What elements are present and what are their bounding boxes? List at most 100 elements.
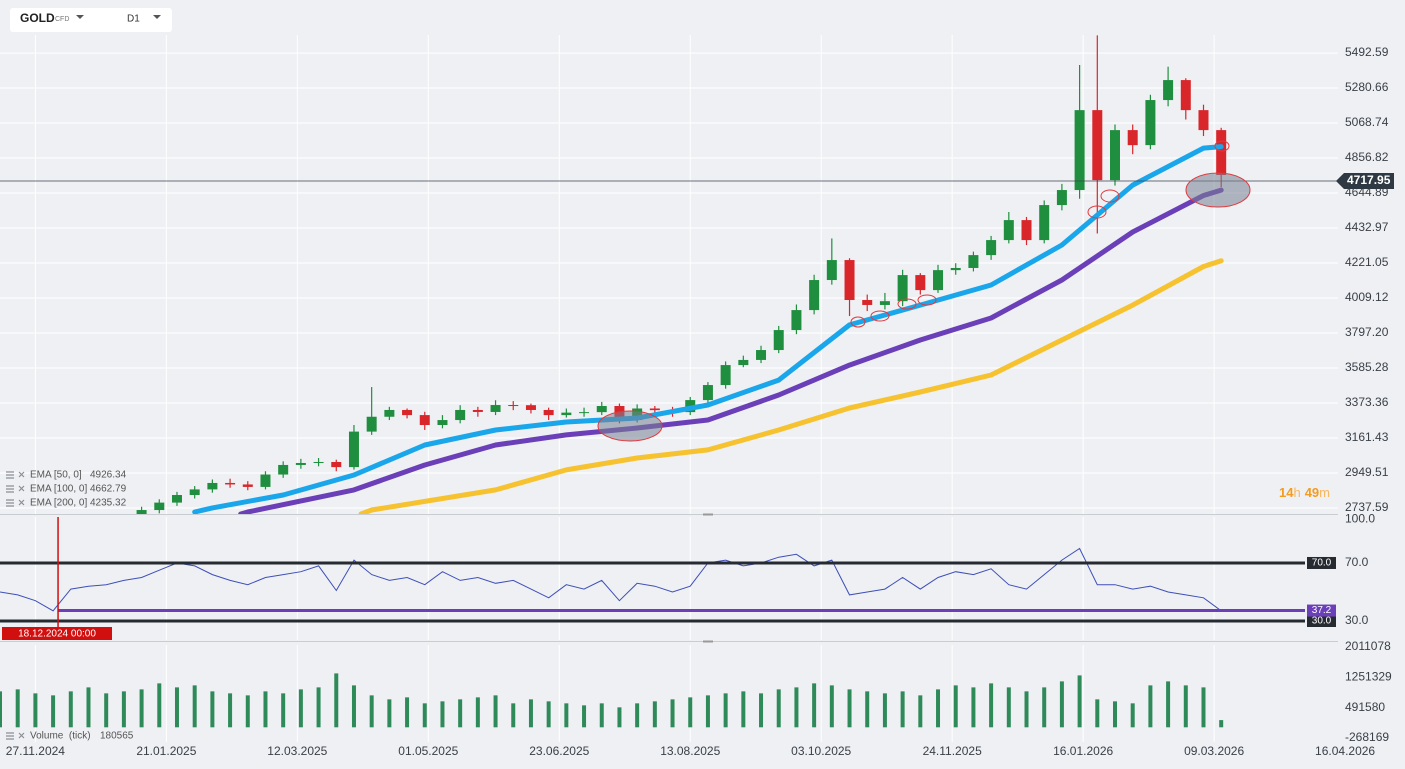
legend-remove[interactable]: [18, 732, 25, 739]
y-tick-label: 491580: [1345, 700, 1385, 714]
symbol-selector[interactable]: GOLD CFD D1: [10, 8, 172, 32]
volume-bar: [0, 691, 2, 728]
volume-legend-value: 180565: [100, 731, 134, 742]
countdown: 14h 49m: [1279, 485, 1330, 500]
volume-bar: [1219, 720, 1224, 728]
candle-body: [437, 420, 448, 426]
x-tick-label: 03.10.2025: [791, 744, 851, 758]
volume-bar: [829, 685, 834, 728]
y-tick-label: 2011078: [1345, 639, 1391, 653]
y-tick-label: 30.0: [1345, 613, 1369, 627]
highlight-ellipse: [597, 410, 663, 442]
candle-body: [1092, 110, 1103, 181]
candle-body: [950, 267, 961, 271]
legend-icon[interactable]: [6, 732, 14, 740]
y-tick-label: 3373.36: [1345, 395, 1389, 409]
panel: [0, 645, 1224, 742]
volume-bar: [68, 691, 73, 728]
candle-body: [1021, 220, 1032, 241]
candle-body: [756, 350, 767, 360]
ema-line: [192, 144, 1224, 514]
volume-bar: [263, 691, 268, 728]
y-tick-label: 100.0: [1345, 512, 1375, 526]
x-tick-label: 09.03.2026: [1184, 744, 1244, 758]
volume-bar: [1148, 685, 1153, 728]
volume-bar: [121, 691, 126, 728]
y-tick-label: 5280.66: [1345, 80, 1389, 94]
level-label: 37.2: [1312, 605, 1332, 616]
last-price-label: 4717.95: [1347, 173, 1391, 187]
candle-body: [561, 412, 572, 416]
volume-bar: [51, 695, 56, 728]
volume-bar: [387, 699, 392, 728]
candle-body: [402, 409, 413, 416]
dropdown-arrow[interactable]: [76, 15, 84, 19]
marker-circle: [1100, 189, 1120, 203]
volume-bar: [351, 685, 356, 728]
dropdown-arrow[interactable]: [153, 15, 161, 19]
legend-remove[interactable]: [18, 499, 25, 506]
candle-body: [154, 502, 165, 511]
volume-bar: [1059, 681, 1064, 728]
candle-body: [525, 405, 536, 410]
candle-body: [738, 359, 749, 366]
y-tick-label: 5068.74: [1345, 115, 1389, 129]
candle-body: [455, 409, 466, 421]
instrument-type: CFD: [55, 16, 69, 23]
candle-body: [1039, 205, 1050, 241]
volume-bar: [157, 683, 162, 728]
candle-body: [897, 275, 908, 302]
volume-bar: [582, 705, 587, 728]
legend-name: EMA [50, 0]: [30, 470, 82, 481]
x-tick-label: 21.01.2025: [136, 744, 196, 758]
volume-bar: [705, 695, 710, 728]
volume-bar: [369, 695, 374, 728]
candle-body: [915, 275, 926, 291]
volume-bar: [865, 691, 870, 728]
volume-bar: [316, 687, 321, 728]
legend-remove[interactable]: [18, 485, 25, 492]
legend-remove[interactable]: [18, 471, 25, 478]
candle-body: [348, 431, 359, 468]
candle-body: [702, 385, 713, 401]
volume-bar: [458, 699, 463, 728]
legend-icon[interactable]: [6, 471, 14, 479]
marker-circle: [1087, 205, 1107, 219]
legend-icon[interactable]: [6, 485, 14, 493]
volume-bar: [475, 697, 480, 728]
volume-bar: [86, 687, 91, 728]
volume-bar: [599, 703, 604, 728]
legend-name: EMA [200, 0]: [30, 498, 87, 509]
candle-body: [136, 510, 147, 514]
candle-body: [1163, 80, 1174, 101]
volume-bar: [882, 693, 887, 728]
volume-bar: [900, 691, 905, 728]
volume-bar: [174, 687, 179, 728]
plot-layer: [0, 35, 1338, 742]
volume-bar: [1201, 687, 1206, 728]
candle-body: [1180, 80, 1191, 111]
x-tick-label: 12.03.2025: [267, 744, 327, 758]
highlight-ellipse: [1185, 172, 1251, 208]
volume-bar: [617, 707, 622, 728]
volume-bar: [1095, 699, 1100, 728]
candle-body: [879, 301, 890, 305]
rsi-line: [0, 547, 1222, 612]
candle-body: [1127, 130, 1138, 146]
countdown-unit: h: [1293, 485, 1300, 500]
candle-body: [472, 409, 483, 412]
legend-name: EMA [100, 0]: [30, 484, 87, 495]
y-tick-label: 2737.59: [1345, 500, 1389, 514]
y-tick-label: 3585.28: [1345, 360, 1389, 374]
volume-bar: [759, 693, 764, 728]
selector-box: [10, 8, 172, 32]
annotation-layer: [597, 140, 1251, 442]
volume-bar: [15, 689, 20, 728]
x-tick-label: 13.08.2025: [660, 744, 720, 758]
ema-line: [238, 187, 1224, 514]
candle-body: [986, 240, 997, 256]
timeframe[interactable]: D1: [127, 14, 140, 25]
volume-bar: [723, 693, 728, 728]
legend-icon[interactable]: [6, 499, 14, 507]
